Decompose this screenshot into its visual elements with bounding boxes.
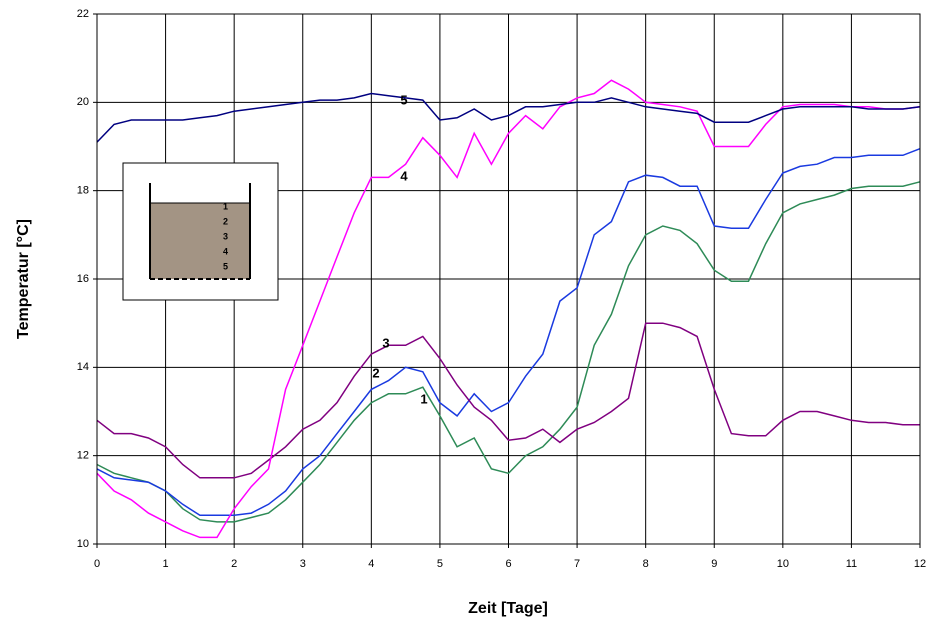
x-tick-label: 6 — [505, 558, 511, 570]
x-axis-title: Zeit [Tage] — [468, 600, 548, 617]
x-tick-label: 2 — [231, 558, 237, 570]
y-tick-label: 18 — [77, 185, 89, 197]
y-tick-label: 20 — [77, 96, 89, 108]
x-tick-label: 8 — [643, 558, 649, 570]
x-tick-label: 1 — [163, 558, 169, 570]
y-tick-label: 12 — [77, 450, 89, 462]
lines — [96, 79, 921, 539]
x-tick-label: 5 — [437, 558, 443, 570]
series-label: 1 — [420, 391, 427, 406]
y-tick-label: 22 — [77, 8, 89, 20]
series-label: 5 — [400, 92, 407, 107]
x-tick-label: 4 — [368, 558, 374, 570]
x-tick-label: 12 — [914, 558, 926, 570]
inset-label: 1 — [223, 201, 228, 211]
inset-label: 2 — [223, 216, 228, 226]
x-tick-label: 0 — [94, 558, 100, 570]
series-line — [96, 322, 920, 479]
series-label: 3 — [382, 335, 389, 350]
plot-border — [96, 13, 921, 545]
series-line — [96, 79, 921, 539]
inset-soil — [150, 203, 250, 279]
series-line — [96, 181, 921, 523]
series-line — [96, 148, 921, 517]
series-label: 4 — [400, 168, 408, 183]
x-tick-label: 10 — [777, 558, 789, 570]
y-axis-title: Temperatur [°C] — [15, 219, 32, 339]
inset-label: 5 — [223, 261, 228, 271]
inset-label: 4 — [223, 246, 228, 256]
series-line — [96, 92, 921, 143]
x-tick-label: 9 — [711, 558, 717, 570]
inset-label: 3 — [223, 231, 228, 241]
inset: 1 2 3 4 5 — [122, 162, 279, 301]
y-tick-label: 16 — [77, 273, 89, 285]
y-tick-label: 14 — [77, 361, 89, 373]
x-tick-label: 7 — [574, 558, 580, 570]
x-tick-label: 11 — [846, 558, 857, 570]
y-tick-label: 10 — [77, 538, 89, 550]
x-tick-label: 3 — [300, 558, 306, 570]
series-label: 2 — [372, 365, 379, 380]
